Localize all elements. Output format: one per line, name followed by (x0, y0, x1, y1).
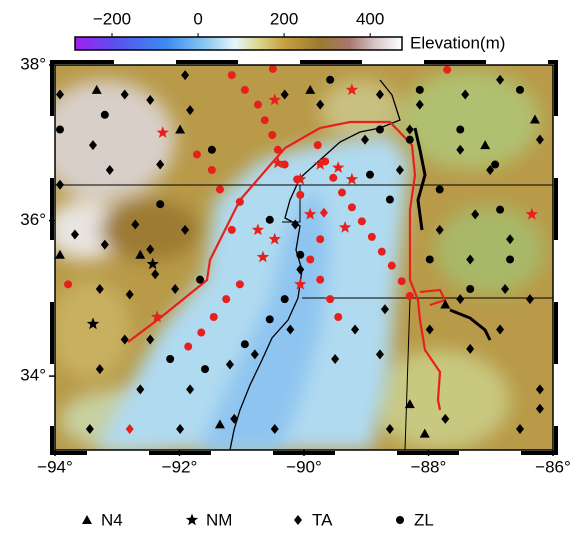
station (56, 126, 64, 134)
legend-symbol (294, 515, 302, 525)
station (236, 280, 244, 288)
x-tick-label: −90° (286, 457, 322, 476)
station (496, 206, 504, 214)
station (208, 166, 216, 174)
legend-label: N4 (101, 510, 123, 529)
station (406, 136, 414, 144)
station (281, 295, 289, 303)
legend-label: NM (206, 510, 232, 529)
station (516, 86, 524, 94)
station (358, 217, 366, 225)
station (326, 295, 334, 303)
station (368, 233, 376, 241)
station (306, 255, 314, 263)
station (254, 101, 262, 109)
colorbar-ticks: −200 0 200 400 (93, 9, 384, 37)
y-tick-label: 38° (20, 54, 46, 73)
station (491, 161, 499, 169)
legend: N4 NM TA ZL (82, 510, 434, 529)
colorbar (75, 37, 402, 50)
station (222, 295, 230, 303)
station (443, 66, 451, 74)
legend-symbol (396, 516, 404, 524)
station (338, 189, 346, 197)
station (261, 116, 269, 124)
station (316, 276, 324, 284)
station (274, 146, 282, 154)
station (436, 185, 444, 193)
station (376, 126, 384, 134)
station (326, 76, 334, 84)
colorbar-tick-label: −200 (93, 9, 131, 28)
colorbar-tick-label: 200 (270, 9, 298, 28)
station (266, 315, 274, 323)
station (266, 216, 274, 224)
station (296, 191, 304, 199)
legend-label: ZL (414, 510, 434, 529)
station (228, 226, 236, 234)
legend-label: TA (312, 510, 333, 529)
colorbar-tick-label: 0 (193, 9, 202, 28)
station (366, 171, 374, 179)
x-tick-label: −88° (411, 457, 447, 476)
station (321, 157, 329, 165)
station (208, 146, 216, 154)
y-tick-label: 34° (20, 366, 46, 385)
station (201, 365, 209, 373)
station (236, 198, 244, 206)
station (293, 175, 301, 183)
station (184, 343, 192, 351)
colorbar-tick-label: 400 (356, 9, 384, 28)
station (416, 86, 424, 94)
station (228, 71, 236, 79)
legend-symbol (186, 514, 198, 526)
station (334, 313, 342, 321)
station (329, 174, 337, 182)
station (506, 255, 514, 263)
terrain (35, 65, 553, 450)
station (216, 185, 224, 193)
station (196, 276, 204, 284)
station (388, 262, 396, 270)
station (316, 235, 324, 243)
station (268, 131, 276, 139)
station (241, 86, 249, 94)
legend-symbol (82, 515, 92, 524)
station (281, 161, 289, 169)
y-tick-label: 36° (20, 210, 46, 229)
station (64, 280, 72, 288)
station (398, 277, 406, 285)
colorbar-label: Elevation(m) (410, 33, 505, 52)
station (456, 126, 464, 134)
station (193, 150, 201, 158)
station (101, 111, 109, 119)
x-tick-label: −94° (37, 457, 73, 476)
station (197, 329, 205, 337)
station (269, 65, 277, 73)
station (314, 141, 322, 149)
station (296, 251, 304, 259)
station (466, 285, 474, 293)
x-tick-label: −86° (535, 457, 571, 476)
station (241, 340, 249, 348)
station (348, 203, 356, 211)
station (406, 292, 414, 300)
station (378, 248, 386, 256)
station (210, 313, 218, 321)
station (166, 355, 174, 363)
station (386, 196, 394, 204)
x-tick-label: −92° (162, 457, 198, 476)
figure: Elevation(m) −200 0 200 400 (0, 0, 576, 533)
station (156, 200, 164, 208)
station (426, 255, 434, 263)
